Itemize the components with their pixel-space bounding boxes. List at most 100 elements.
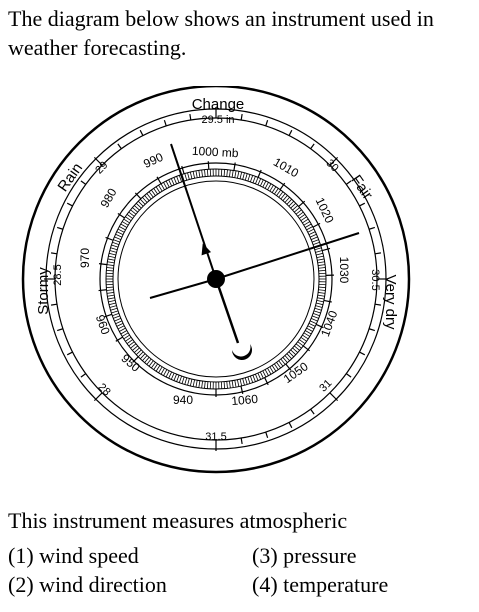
mb-scale-tick bbox=[148, 360, 154, 367]
mb-scale-tick bbox=[122, 332, 129, 337]
mb-scale-tick bbox=[303, 221, 310, 226]
mb-scale-tick bbox=[295, 209, 302, 215]
inch-scale-tick bbox=[310, 143, 315, 150]
mb-scale-tick bbox=[201, 169, 203, 177]
mb-scale-tick bbox=[160, 367, 165, 375]
mb-scale-tick bbox=[107, 261, 115, 264]
mb-scale-tick bbox=[125, 337, 132, 342]
mb-scale-tick bbox=[135, 202, 142, 209]
mb-scale-tick bbox=[259, 179, 264, 187]
choice-3[interactable]: (3) pressure bbox=[252, 543, 356, 569]
mb-scale-tick bbox=[168, 371, 173, 379]
mb-scale-tick bbox=[294, 207, 300, 213]
mb-scale-tick bbox=[107, 258, 115, 261]
inch-scale-tick bbox=[329, 392, 339, 402]
mb-scale-tick bbox=[137, 351, 144, 358]
mb-scale-tick bbox=[198, 170, 201, 178]
choice-2[interactable]: (2) wind direction bbox=[8, 572, 167, 598]
inch-label-31-5: 31.5 bbox=[205, 431, 226, 443]
mb-scale-tick bbox=[223, 381, 226, 389]
mb-scale-tick bbox=[189, 379, 193, 387]
intro-text: The diagram below shows an instrument us… bbox=[8, 6, 434, 60]
mb-scale-tick bbox=[312, 315, 319, 319]
mb-scale-tick bbox=[117, 228, 125, 233]
mb-scale-tick bbox=[316, 302, 324, 306]
mb-scale-tick bbox=[316, 300, 324, 303]
inch-scale-tick bbox=[139, 129, 144, 136]
mb-scale-tick bbox=[153, 363, 158, 370]
label-change: Change bbox=[192, 96, 245, 113]
mb-scale-tick bbox=[264, 182, 269, 189]
inch-label-28-5: 28.5 bbox=[52, 264, 64, 285]
mb-scale-tick bbox=[189, 171, 193, 179]
mb-scale-tick bbox=[116, 322, 124, 327]
mb-scale-tick bbox=[192, 171, 195, 179]
mb-scale-tick bbox=[204, 381, 206, 389]
mb-scale-tick bbox=[257, 372, 262, 380]
mb-scale-tick bbox=[286, 353, 293, 360]
mb-scale-tick bbox=[284, 196, 290, 203]
mb-scale-tick bbox=[148, 191, 154, 198]
mb-label-970: 970 bbox=[78, 248, 92, 268]
mb-scale-tick bbox=[308, 231, 316, 236]
inch-scale-tick bbox=[56, 328, 64, 332]
mb-scale-tick bbox=[292, 347, 299, 353]
pointer-needle bbox=[170, 143, 217, 280]
choice-3-text: pressure bbox=[283, 543, 357, 568]
mb-scale-tick bbox=[269, 185, 274, 192]
mb-scale-tick bbox=[173, 374, 177, 381]
pointer-tail bbox=[214, 278, 240, 344]
mb-scale-tick bbox=[133, 347, 140, 353]
mb-scale-tick bbox=[317, 294, 325, 297]
mb-scale-tick bbox=[158, 185, 163, 192]
inch-scale-tick bbox=[345, 373, 352, 378]
mb-scale-tick bbox=[111, 244, 119, 248]
mb-scale-tick bbox=[176, 176, 180, 183]
pointer-arrowhead bbox=[201, 243, 212, 256]
choice-1-text: wind speed bbox=[39, 543, 139, 568]
mb-scale-tick bbox=[242, 172, 245, 180]
dial-inner-circle bbox=[117, 180, 315, 378]
barometer-diagram: Change Fair Very dry Stormy Rain 28 28.5… bbox=[21, 86, 411, 474]
mb-scale-tick bbox=[181, 376, 185, 384]
inch-scale-tick bbox=[345, 180, 352, 185]
mb-scale-tick bbox=[239, 379, 243, 387]
mb-scale-tick bbox=[151, 362, 156, 369]
mb-scale-tick bbox=[135, 349, 142, 356]
mb-label-1030: 1030 bbox=[337, 257, 351, 284]
mb-scale-major-tick bbox=[264, 377, 269, 386]
inch-scale-tick bbox=[359, 351, 366, 356]
choice-2-text: wind direction bbox=[39, 572, 167, 597]
mb-scale-tick bbox=[267, 367, 272, 375]
label-stormy: Stormy bbox=[35, 267, 52, 315]
mb-scale-tick bbox=[120, 330, 128, 335]
mb-scale-tick bbox=[226, 169, 228, 177]
inch-scale-tick bbox=[56, 226, 64, 230]
mb-scale-tick bbox=[108, 252, 116, 256]
choice-4-number: (4) bbox=[252, 572, 278, 597]
mb-scale-tick bbox=[237, 379, 240, 387]
mb-scale-tick bbox=[313, 310, 321, 314]
mb-scale-tick bbox=[259, 371, 264, 379]
mb-scale-tick bbox=[107, 294, 115, 297]
mb-scale-tick bbox=[192, 379, 195, 387]
mb-scale-tick bbox=[116, 231, 124, 236]
choice-2-number: (2) bbox=[8, 572, 34, 597]
mb-scale-tick bbox=[267, 183, 272, 191]
inch-scale-tick bbox=[368, 328, 376, 332]
mb-scale-tick bbox=[231, 170, 234, 178]
mb-scale-tick bbox=[316, 252, 324, 256]
mb-scale-tick bbox=[262, 180, 267, 188]
choice-4[interactable]: (4) temperature bbox=[252, 572, 388, 598]
mb-scale-major-tick bbox=[240, 385, 244, 395]
inch-label-30-5: 30.5 bbox=[369, 269, 381, 290]
choice-1[interactable]: (1) wind speed bbox=[8, 543, 139, 569]
mb-scale-tick bbox=[165, 180, 170, 188]
mb-scale-tick bbox=[106, 292, 114, 294]
mb-scale-tick bbox=[115, 320, 123, 325]
mb-scale-tick bbox=[120, 223, 128, 228]
mb-scale-tick bbox=[309, 320, 317, 325]
mb-scale-tick bbox=[107, 297, 115, 300]
pointer-hub bbox=[207, 270, 225, 288]
mb-scale-tick bbox=[292, 205, 299, 211]
